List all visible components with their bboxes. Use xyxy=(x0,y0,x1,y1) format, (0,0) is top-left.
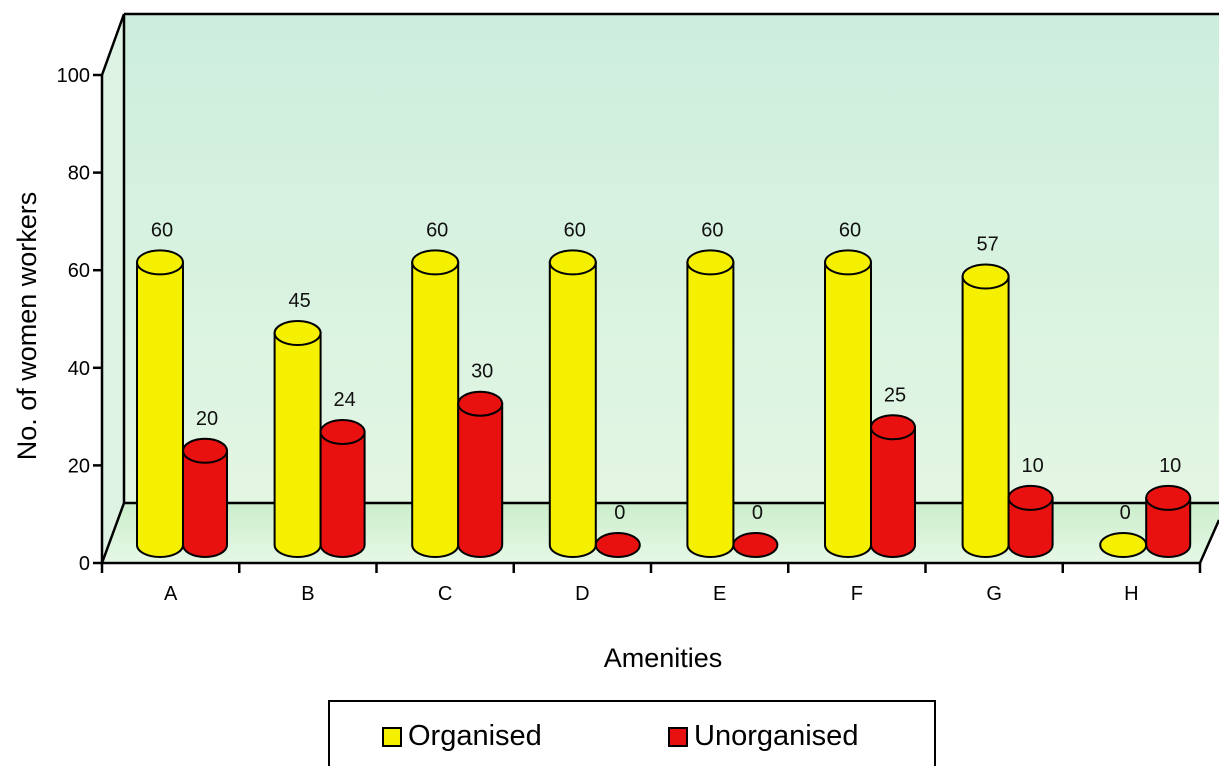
legend: Organised Unorganised xyxy=(328,700,936,766)
bar-unorganised-c xyxy=(457,390,504,558)
left-wall xyxy=(102,14,124,563)
y-tick-label: 20 xyxy=(68,455,90,477)
data-label-unorganised: 0 xyxy=(614,502,625,524)
x-tick-label: H xyxy=(1124,583,1138,605)
bar-body xyxy=(1145,496,1192,558)
bar-unorganised-e xyxy=(732,532,779,558)
bar-body xyxy=(1007,496,1054,558)
y-axis-title: No. of women workers xyxy=(12,192,42,461)
data-label-organised: 45 xyxy=(288,290,310,312)
data-label-unorganised: 25 xyxy=(884,384,906,406)
bar-top xyxy=(1007,484,1054,511)
x-tick-label: B xyxy=(301,583,314,605)
x-tick-label: F xyxy=(851,583,863,605)
bar-body xyxy=(548,261,597,558)
legend-swatch-organised xyxy=(382,726,402,747)
bar-organised-c xyxy=(411,249,460,558)
x-tick-label: G xyxy=(986,583,1002,605)
bar-body xyxy=(961,275,1010,558)
bar-organised-b xyxy=(273,320,322,558)
bar-organised-d xyxy=(548,249,597,558)
bar-top xyxy=(870,414,916,441)
y-tick-label: 60 xyxy=(68,260,90,282)
back-wall xyxy=(124,14,1219,503)
bar-body xyxy=(686,261,735,558)
bar-body xyxy=(457,402,504,558)
bar-unorganised-g xyxy=(1007,484,1054,558)
x-tick-label: E xyxy=(713,583,726,605)
bar-unorganised-d xyxy=(594,532,641,558)
bar-body xyxy=(319,430,366,558)
bar-top xyxy=(136,249,184,276)
bar-body xyxy=(411,261,460,558)
data-label-organised: 60 xyxy=(426,219,448,241)
data-label-unorganised: 20 xyxy=(196,408,218,430)
data-label-organised: 60 xyxy=(151,219,173,241)
bar-top xyxy=(182,437,228,464)
legend-item-organised: Organised xyxy=(382,720,542,753)
bar-body xyxy=(136,261,184,558)
data-label-unorganised: 10 xyxy=(1159,455,1181,477)
y-tick-label: 0 xyxy=(79,553,90,575)
floor xyxy=(102,503,1219,563)
bar-top xyxy=(686,249,735,276)
bar-top xyxy=(548,249,597,276)
bar-organised-e xyxy=(686,249,735,558)
legend-swatch-unorganised xyxy=(668,726,688,747)
bar-unorganised-b xyxy=(319,418,366,558)
bar-organised-a xyxy=(136,249,184,558)
bar-body xyxy=(273,332,322,558)
bar-top xyxy=(824,249,872,276)
data-label-organised: 0 xyxy=(1120,502,1131,524)
bar-top xyxy=(1145,484,1192,511)
bar-top xyxy=(961,263,1010,290)
bar-organised-h xyxy=(1099,532,1148,558)
data-label-organised: 57 xyxy=(976,234,998,256)
legend-label-organised: Organised xyxy=(408,720,542,752)
y-tick-label: 40 xyxy=(68,358,90,380)
data-label-organised: 60 xyxy=(701,219,723,241)
x-axis-title: Amenities xyxy=(604,643,723,673)
y-tick-label: 100 xyxy=(57,65,90,87)
bar-organised-f xyxy=(824,249,872,558)
y-tick-label: 80 xyxy=(68,163,90,185)
bar-body xyxy=(870,426,916,558)
x-tick-label: D xyxy=(575,583,589,605)
data-label-unorganised: 30 xyxy=(471,361,493,383)
bar-organised-g xyxy=(961,263,1010,558)
legend-label-unorganised: Unorganised xyxy=(694,720,859,752)
bar-top xyxy=(319,418,366,445)
data-label-unorganised: 10 xyxy=(1021,455,1043,477)
data-label-organised: 60 xyxy=(839,219,861,241)
bar-body xyxy=(182,449,228,558)
bar-top xyxy=(594,532,641,558)
bar-top xyxy=(1099,532,1148,558)
x-tick-label: A xyxy=(164,583,178,605)
bar-unorganised-f xyxy=(870,414,916,558)
bar-top xyxy=(273,320,322,347)
bar-top xyxy=(411,249,460,276)
bar-unorganised-a xyxy=(182,437,228,558)
bar-top xyxy=(732,532,779,558)
legend-item-unorganised: Unorganised xyxy=(668,720,858,753)
bar-top xyxy=(457,390,504,417)
data-label-unorganised: 0 xyxy=(752,502,763,524)
data-label-unorganised: 24 xyxy=(333,389,355,411)
bar-unorganised-h xyxy=(1145,484,1192,558)
x-tick-label: C xyxy=(438,583,452,605)
bar-body xyxy=(824,261,872,558)
data-label-organised: 60 xyxy=(564,219,586,241)
